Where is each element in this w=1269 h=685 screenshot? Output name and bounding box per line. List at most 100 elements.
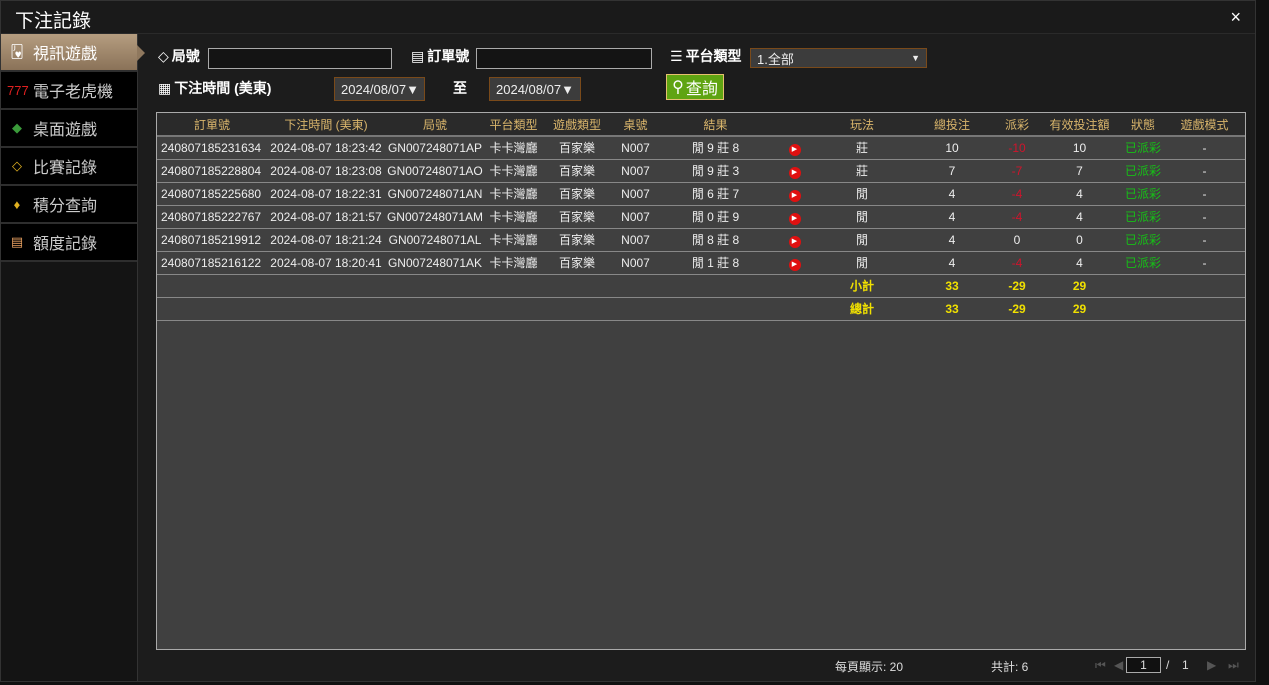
- sidebar-item-1[interactable]: 777 電子老虎機: [1, 72, 137, 110]
- cell: 0: [1037, 228, 1122, 252]
- last-page-icon[interactable]: ⏭: [1228, 658, 1239, 672]
- cell: 4: [907, 228, 997, 252]
- cell: 已派彩: [1122, 251, 1164, 275]
- search-icon: ⚲: [672, 79, 684, 96]
- page-input[interactable]: [1126, 657, 1161, 673]
- cell: 240807185225680: [157, 182, 267, 206]
- cell: 百家樂: [542, 251, 612, 275]
- cell: 240807185222767: [157, 205, 267, 229]
- calendar-icon: ▦: [158, 79, 172, 96]
- cards-icon: 🂻: [10, 44, 24, 59]
- cell: 莊: [817, 136, 907, 160]
- cell: 閒 9 莊 8: [659, 136, 772, 160]
- cell: 4: [907, 205, 997, 229]
- cell: 百家樂: [542, 159, 612, 183]
- cell: 7: [1037, 159, 1122, 183]
- window-title: 下注記錄: [15, 11, 92, 32]
- cell: 已派彩: [1122, 182, 1164, 206]
- cell: GN007248071AK: [385, 251, 485, 275]
- cell: 閒 6 莊 7: [659, 182, 772, 206]
- cell: 已派彩: [1122, 159, 1164, 183]
- cell: -29: [997, 297, 1037, 321]
- cell: 2024-08-07 18:23:08: [267, 159, 385, 183]
- chevron-down-icon: ▼: [911, 53, 920, 63]
- cell: [1164, 297, 1245, 321]
- sidebar-item-2[interactable]: ◆ 桌面遊戲: [1, 110, 137, 148]
- prev-page-icon[interactable]: ◀: [1114, 658, 1124, 672]
- page-count: 1: [1182, 658, 1189, 672]
- cell: N007: [612, 182, 659, 206]
- play-video-icon[interactable]: ▶: [788, 166, 801, 179]
- first-page-icon[interactable]: ⏮: [1095, 658, 1106, 672]
- play-video-icon[interactable]: ▶: [788, 189, 801, 202]
- list-icon: ☰: [670, 47, 683, 64]
- tag-icon: ◇: [158, 47, 169, 64]
- cell: 小計: [817, 274, 907, 298]
- cell: ▶: [772, 251, 817, 275]
- cell: [772, 274, 817, 298]
- column-header: 遊戲類型: [542, 113, 612, 137]
- column-header: [772, 113, 817, 137]
- column-header: 有效投注額: [1037, 113, 1122, 137]
- round-input[interactable]: [208, 48, 392, 69]
- column-header: 派彩: [997, 113, 1037, 137]
- sidebar-item-label: 比賽記錄: [33, 160, 98, 177]
- sidebar-item-4[interactable]: ♦ 積分查詢: [1, 186, 137, 224]
- cell: ▶: [772, 136, 817, 160]
- table-row: 240807185222767 2024-08-07 18:21:57 GN0072…: [157, 205, 1245, 229]
- play-video-icon[interactable]: ▶: [788, 235, 801, 248]
- date-to-select[interactable]: 2024/08/07▼: [489, 77, 581, 101]
- cell: [385, 297, 485, 321]
- cell: 百家樂: [542, 205, 612, 229]
- cell: [157, 297, 267, 321]
- cell: -: [1164, 228, 1245, 252]
- cell: 閒: [817, 228, 907, 252]
- cell: [612, 297, 659, 321]
- date-from-select[interactable]: 2024/08/07▼: [334, 77, 425, 101]
- sidebar-item-0[interactable]: 🂻 視訊遊戲: [1, 34, 145, 72]
- cell: [1122, 297, 1164, 321]
- table-row: 240807185219912 2024-08-07 18:21:24 GN0072…: [157, 228, 1245, 252]
- cell: 已派彩: [1122, 228, 1164, 252]
- cell: 240807185219912: [157, 228, 267, 252]
- play-video-icon[interactable]: ▶: [788, 143, 801, 156]
- cell: [485, 297, 542, 321]
- sidebar-item-3[interactable]: ◇ 比賽記錄: [1, 148, 137, 186]
- cell: -4: [997, 182, 1037, 206]
- 777-slot-icon: 777: [7, 82, 29, 98]
- title-bar: 下注記錄 ×: [1, 1, 1255, 34]
- sidebar-item-label: 視訊遊戲: [33, 46, 98, 63]
- sidebar-item-5[interactable]: ▤ 額度記錄: [1, 224, 137, 262]
- cell: N007: [612, 228, 659, 252]
- cell: 2024-08-07 18:23:42: [267, 136, 385, 160]
- cell: -4: [997, 251, 1037, 275]
- cell: 已派彩: [1122, 136, 1164, 160]
- cell: 卡卡灣廳: [485, 205, 542, 229]
- sidebar: 🂻 視訊遊戲 777 電子老虎機 ◆ 桌面遊戲 ◇ 比賽記錄 ♦ 積分查詢 ▤ 額度記錄: [1, 34, 145, 681]
- time-label: ▦ 下注時間 (美東): [158, 79, 272, 97]
- cell: N007: [612, 136, 659, 160]
- play-video-icon[interactable]: ▶: [788, 212, 801, 225]
- cell: [485, 274, 542, 298]
- close-icon[interactable]: ×: [1230, 7, 1241, 27]
- cell: -7: [997, 159, 1037, 183]
- bet-records-table: 訂單號 下注時間 (美東) 局號 平台類型 遊戲類型 桌號 結果 玩法 總投注 派彩 有效投注額 狀態…: [156, 112, 1246, 650]
- cell: 4: [907, 251, 997, 275]
- search-button[interactable]: ⚲ 查詢: [666, 74, 724, 100]
- next-page-icon[interactable]: ▶: [1207, 658, 1217, 672]
- cell: 0: [997, 228, 1037, 252]
- cell: -: [1164, 205, 1245, 229]
- cell: [385, 274, 485, 298]
- cell: 卡卡灣廳: [485, 251, 542, 275]
- play-video-icon[interactable]: ▶: [788, 258, 801, 271]
- cell: 閒: [817, 205, 907, 229]
- cell: -29: [997, 274, 1037, 298]
- cell: 4: [1037, 182, 1122, 206]
- cell: ▶: [772, 182, 817, 206]
- column-header: 訂單號: [157, 113, 267, 137]
- order-input[interactable]: [476, 48, 652, 69]
- platform-select[interactable]: 1.全部 ▼: [750, 48, 927, 68]
- cell: 卡卡灣廳: [485, 136, 542, 160]
- cell: 卡卡灣廳: [485, 159, 542, 183]
